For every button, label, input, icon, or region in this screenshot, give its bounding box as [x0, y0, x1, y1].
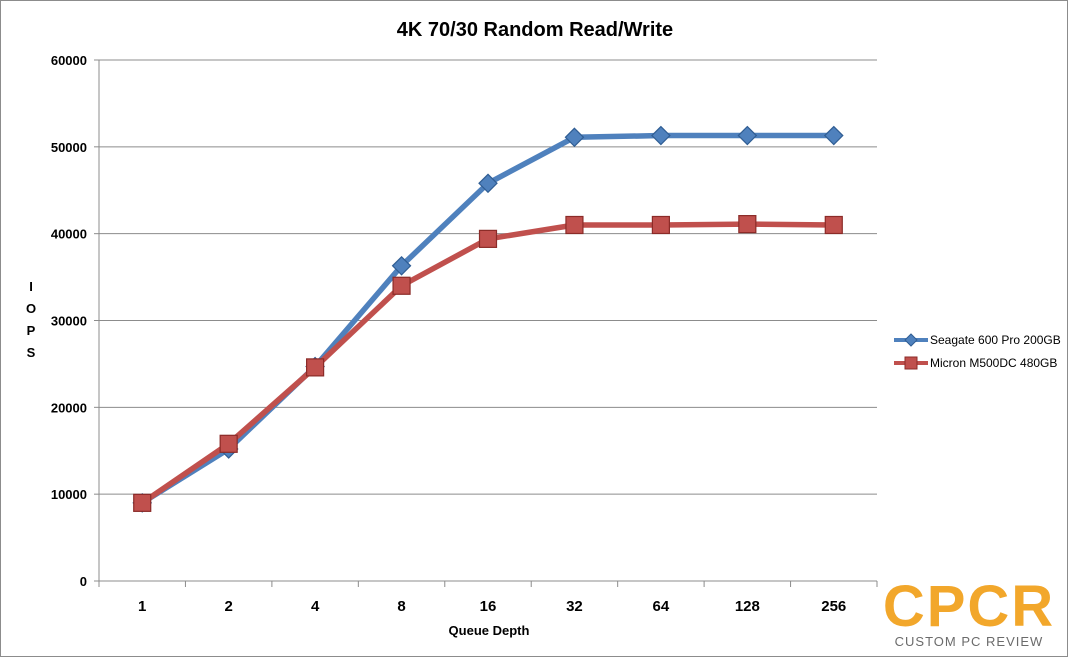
data-point [651, 125, 671, 146]
x-tick-label: 2 [224, 598, 232, 615]
data-point [738, 215, 757, 234]
x-tick-label: 128 [735, 598, 760, 615]
data-point [133, 493, 152, 512]
series-2 [133, 215, 843, 512]
y-tick-label: 50000 [51, 140, 87, 155]
data-point [219, 434, 238, 453]
series-1 [132, 125, 844, 513]
data-point [564, 127, 585, 148]
y-axis-ticks: 0 10000 20000 30000 40000 50000 60000 [51, 53, 99, 589]
legend: Seagate 600 Pro 200GB Micron M500DC 480GB [894, 333, 1061, 370]
x-axis-ticks: 1 2 4 8 16 32 64 128 256 [98, 581, 878, 615]
legend-entry: Micron M500DC 480GB [894, 356, 1057, 370]
data-point [737, 125, 758, 146]
y-tick-label: 30000 [51, 314, 87, 329]
series-line [139, 221, 837, 506]
data-point [478, 173, 498, 194]
y-tick-label: 0 [80, 574, 87, 589]
x-tick-label: 1 [138, 598, 146, 615]
data-point [391, 255, 412, 276]
y-tick-label: 10000 [51, 487, 87, 502]
y-tick-label: 60000 [51, 53, 87, 68]
x-tick-label: 256 [821, 598, 846, 615]
legend-label: Seagate 600 Pro 200GB [930, 333, 1061, 347]
legend-marker [904, 356, 918, 370]
data-point [823, 125, 844, 146]
data-point [565, 215, 584, 235]
legend-label: Micron M500DC 480GB [930, 356, 1057, 370]
x-tick-label: 64 [653, 598, 670, 615]
data-point [392, 276, 411, 295]
data-point [824, 215, 843, 235]
axes [98, 60, 877, 582]
x-axis-label: Queue Depth [449, 623, 530, 638]
x-tick-label: 8 [397, 598, 405, 615]
legend-marker [904, 333, 918, 347]
x-tick-label: 16 [480, 598, 497, 615]
data-point [478, 229, 498, 248]
data-series [132, 125, 844, 513]
y-tick-label: 20000 [51, 400, 87, 415]
x-tick-label: 32 [566, 598, 583, 615]
x-tick-label: 4 [311, 598, 320, 615]
watermark-subtitle: CUSTOM PC REVIEW [895, 634, 1044, 649]
chart-title: 4K 70/30 Random Read/Write [397, 19, 673, 41]
legend-entry: Seagate 600 Pro 200GB [894, 333, 1061, 347]
watermark-logo-text: CPCR [883, 574, 1055, 639]
data-point [306, 358, 325, 377]
y-tick-label: 40000 [51, 227, 87, 242]
gridlines [99, 59, 877, 495]
data-point [651, 215, 670, 235]
cpcr-logo-watermark: CPCR CUSTOM PC REVIEW [883, 574, 1055, 649]
